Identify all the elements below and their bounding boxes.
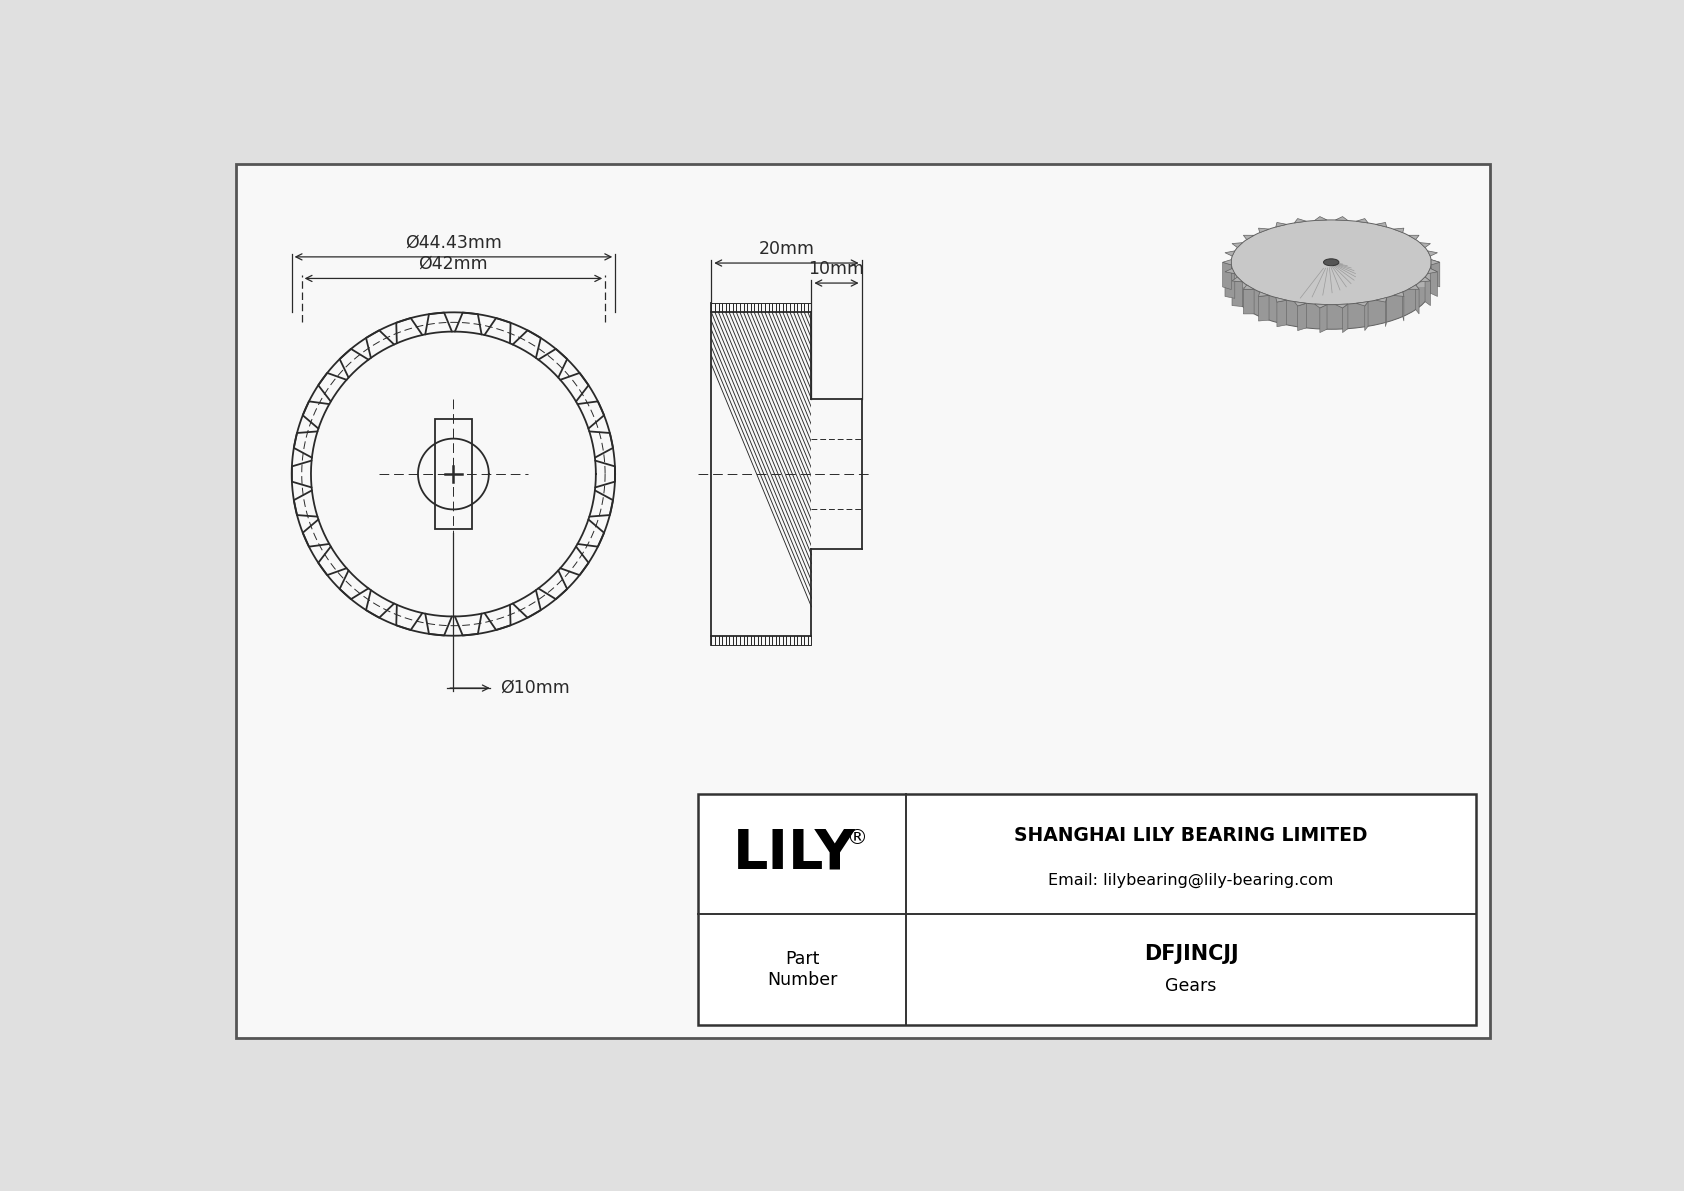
Polygon shape — [1342, 304, 1347, 332]
Text: LILY: LILY — [733, 827, 855, 880]
Text: DFJINCJJ: DFJINCJJ — [1143, 943, 1238, 964]
Text: SHANGHAI LILY BEARING LIMITED: SHANGHAI LILY BEARING LIMITED — [1014, 827, 1367, 846]
Polygon shape — [1315, 304, 1327, 308]
Polygon shape — [1223, 262, 1231, 289]
Polygon shape — [1243, 236, 1255, 239]
Polygon shape — [1408, 285, 1420, 289]
Polygon shape — [1335, 217, 1347, 220]
Text: Gears: Gears — [1165, 977, 1218, 994]
Text: Part
Number: Part Number — [766, 949, 837, 989]
Text: Ø44.43mm: Ø44.43mm — [404, 233, 502, 251]
Polygon shape — [1335, 304, 1347, 308]
Text: Ø42mm: Ø42mm — [419, 255, 488, 273]
Polygon shape — [1430, 268, 1438, 297]
Ellipse shape — [1231, 244, 1431, 329]
Polygon shape — [1420, 243, 1430, 248]
Polygon shape — [1276, 300, 1287, 326]
Polygon shape — [1276, 223, 1287, 227]
Bar — [699, 793, 1475, 1024]
Polygon shape — [1376, 223, 1386, 227]
Polygon shape — [1408, 236, 1420, 239]
Polygon shape — [1258, 292, 1270, 297]
Bar — [1231, 262, 1431, 287]
Text: Ø10mm: Ø10mm — [500, 679, 569, 697]
Ellipse shape — [1324, 258, 1339, 266]
Polygon shape — [1223, 260, 1231, 264]
Polygon shape — [1425, 278, 1430, 306]
Text: ®: ® — [847, 828, 867, 848]
Polygon shape — [1320, 305, 1327, 332]
Polygon shape — [1431, 260, 1440, 264]
Bar — [434, 418, 472, 530]
Polygon shape — [1276, 298, 1287, 303]
Polygon shape — [1393, 229, 1404, 232]
Polygon shape — [1393, 292, 1404, 297]
Polygon shape — [1364, 301, 1367, 331]
Polygon shape — [1243, 285, 1255, 289]
Text: 10mm: 10mm — [808, 260, 864, 278]
Text: 20mm: 20mm — [758, 239, 815, 257]
Polygon shape — [1315, 217, 1327, 220]
Polygon shape — [1298, 304, 1307, 331]
Polygon shape — [1233, 243, 1243, 248]
Polygon shape — [1428, 268, 1438, 274]
Bar — [812, 399, 862, 549]
Polygon shape — [1233, 281, 1243, 306]
Polygon shape — [1224, 272, 1234, 298]
Polygon shape — [1258, 295, 1270, 322]
Polygon shape — [1258, 229, 1270, 232]
Polygon shape — [1356, 219, 1367, 223]
Polygon shape — [1356, 301, 1367, 306]
Ellipse shape — [1231, 220, 1431, 305]
Polygon shape — [1224, 251, 1234, 256]
Polygon shape — [1243, 289, 1255, 314]
Polygon shape — [1428, 251, 1438, 256]
Text: Email: lilybearing@lily-bearing.com: Email: lilybearing@lily-bearing.com — [1049, 873, 1334, 887]
Polygon shape — [1295, 219, 1307, 223]
Polygon shape — [1224, 268, 1234, 274]
Polygon shape — [1233, 278, 1243, 282]
Bar — [711, 312, 812, 636]
Polygon shape — [1376, 298, 1386, 303]
Polygon shape — [1431, 260, 1440, 287]
Polygon shape — [1416, 285, 1420, 314]
Polygon shape — [1295, 301, 1307, 306]
Polygon shape — [1420, 278, 1430, 282]
